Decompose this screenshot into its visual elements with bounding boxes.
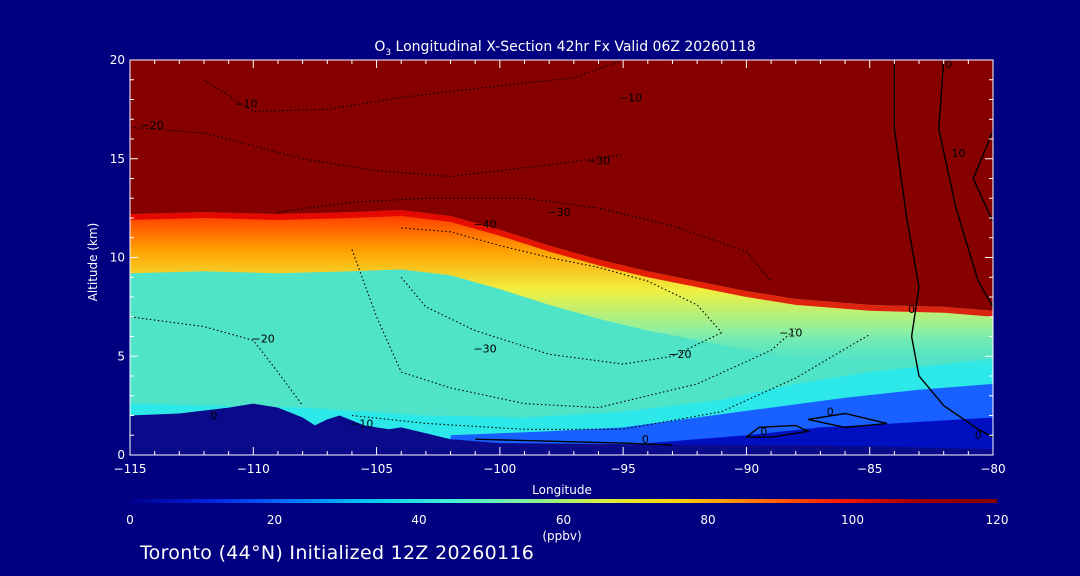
contour-label: −10: [234, 97, 257, 110]
tropopause-edge: [130, 210, 993, 317]
contour-pos-9: [893, 60, 993, 438]
stratosphere-region: [130, 60, 993, 311]
x-tick-label: −80: [980, 462, 1005, 476]
contour-pos-11: [972, 130, 993, 223]
colorbar: [130, 499, 997, 503]
colorbar-tick-label: 100: [841, 513, 864, 527]
colorbar-tick-label: 40: [411, 513, 426, 527]
contour-neg-7: [351, 334, 870, 430]
colorbar-tick-label: 20: [267, 513, 282, 527]
footer-caption: Toronto (44°N) Initialized 12Z 20260116: [140, 542, 535, 564]
plot-area: −10 −20 −10 −30 −30 −40 −20 −30 −20 −10 −10 0 0 0 0 0 0 1…: [130, 58, 993, 455]
ozone-field: [130, 60, 993, 455]
x-tick-label: −100: [483, 462, 516, 476]
contour-label: −20: [668, 348, 691, 361]
y-tick-label: 10: [110, 251, 125, 265]
contour-label: 0: [642, 433, 649, 446]
y-tick-label: 20: [110, 53, 125, 67]
contour-neg-2: [277, 197, 772, 282]
x-tick-label: −105: [360, 462, 393, 476]
contour-pos-12: [745, 424, 811, 438]
tropopause-gradient-band: [130, 210, 993, 371]
x-axis: −115 −110 −105 −100 −95 −90 −85 −80: [114, 60, 1006, 476]
contour-label: −30: [547, 206, 570, 219]
contour-lines: [130, 60, 993, 446]
colorbar-tick-label: 60: [556, 513, 571, 527]
colorbar-unit: (ppbv): [542, 529, 581, 543]
x-tick-label: −85: [857, 462, 882, 476]
contour-labels: −10 −20 −10 −30 −30 −40 −20 −30 −20 −10 −10 0 0 0 0 0 0 1…: [141, 58, 982, 446]
y-axis-label: Altitude (km): [86, 223, 100, 302]
contour-label: −30: [473, 342, 496, 355]
x-tick-label: −115: [114, 462, 147, 476]
terrain: [130, 403, 993, 455]
contour-label: −10: [350, 417, 373, 430]
contour-label: −40: [473, 218, 496, 231]
contour-label: 0: [210, 409, 217, 422]
x-tick-label: −110: [237, 462, 270, 476]
contour-neg-6: [351, 249, 797, 409]
contour-pos-8: [475, 438, 673, 446]
contour-label: 0: [975, 429, 982, 442]
colorbar-tick-label: 80: [700, 513, 715, 527]
contour-label: −20: [252, 332, 275, 345]
contour-label: −10: [779, 327, 802, 340]
contour-label: 10: [951, 147, 965, 160]
contour-neg-3: [401, 227, 723, 333]
colorbar-ticks: 0 20 40 60 80 100 120: [126, 513, 1008, 527]
y-axis: 0 5 10 15 20: [110, 53, 993, 462]
contour-label: −30: [587, 155, 610, 168]
x-tick-label: −90: [734, 462, 759, 476]
contour-label: −20: [141, 119, 164, 132]
chart-title: O3 Longitudinal X-Section 42hr Fx Valid …: [374, 39, 755, 58]
contour-pos-13: [807, 412, 888, 429]
contour-pos-10: [938, 60, 993, 308]
y-tick-label: 15: [110, 152, 125, 166]
contour-label: 0: [760, 425, 767, 438]
contour-label: −10: [619, 91, 642, 104]
contour-label: 0: [908, 303, 915, 316]
contour-neg-1: [130, 126, 624, 178]
contour-label: 0: [945, 58, 952, 71]
colorbar-tick-label: 0: [126, 513, 134, 527]
contour-label: 0: [827, 406, 834, 419]
y-tick-label: 5: [117, 349, 125, 363]
contour-neg-0: [203, 60, 624, 112]
x-tick-label: −95: [610, 462, 635, 476]
colorbar-tick-label: 120: [986, 513, 1009, 527]
y-tick-label: 0: [117, 448, 125, 462]
x-axis-label: Longitude: [532, 483, 592, 497]
